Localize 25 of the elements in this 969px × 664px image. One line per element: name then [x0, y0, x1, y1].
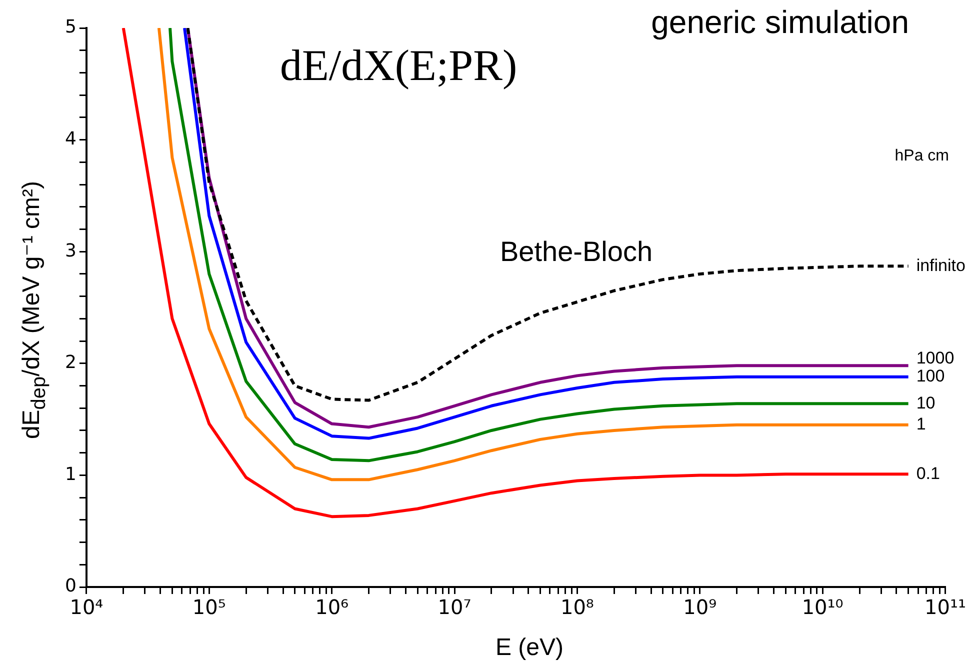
x-tick-label: 10⁴ [70, 595, 104, 620]
x-tick-label: 10⁹ [683, 595, 717, 620]
y-tick-label: 0 [65, 576, 76, 597]
series-label: infinito [916, 256, 966, 275]
annotation: Bethe-Bloch [500, 236, 653, 268]
x-tick-label: 10⁵ [192, 595, 226, 620]
y-tick-label: 4 [65, 128, 76, 150]
y-tick-label: 5 [65, 16, 76, 38]
x-tick-label: 10¹⁰ [802, 595, 844, 620]
x-tick-label: 10⁷ [438, 595, 472, 620]
annotation: dE/dX(E;PR) [280, 40, 518, 91]
series-label: 1000 [916, 348, 954, 368]
legend-title: hPa cm [894, 148, 949, 165]
series-label: 100 [916, 366, 945, 386]
series-label: 0.1 [916, 464, 940, 483]
y-tick-label: 1 [65, 464, 76, 485]
y-tick-label: 2 [65, 352, 76, 374]
y-tick-label: 3 [65, 240, 76, 262]
x-tick-label: 10¹¹ [924, 595, 966, 620]
x-tick-label: 10⁶ [315, 595, 349, 620]
series-label: 1 [916, 414, 926, 434]
x-tick-label: 10⁸ [560, 595, 594, 620]
series-label: 10 [916, 393, 936, 412]
annotation: generic simulation [651, 4, 909, 41]
x-axis-title: E (eV) [494, 634, 564, 662]
